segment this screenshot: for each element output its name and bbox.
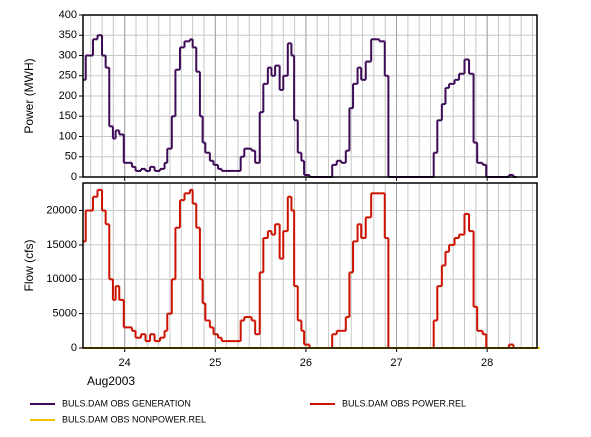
y-tick-label: 150 [59, 110, 77, 122]
y-tick-label: 300 [59, 49, 77, 61]
y-tick-label: 200 [59, 90, 77, 102]
y-axis-label: Flow (cfs) [22, 240, 36, 292]
x-tick-label: 25 [209, 357, 221, 369]
legend-label: BULS.DAM OBS GENERATION [62, 398, 191, 408]
x-tick-label: 27 [390, 357, 402, 369]
y-tick-label: 0 [71, 171, 77, 183]
legend-label: BULS.DAM OBS NONPOWER.REL [62, 414, 206, 424]
y-tick-label: 400 [59, 9, 77, 21]
y-tick-label: 50 [65, 151, 77, 163]
y-tick-label: 5000 [53, 308, 77, 320]
x-tick-label: 28 [481, 357, 493, 369]
y-tick-label: 350 [59, 29, 77, 41]
legend-label: BULS.DAM OBS POWER.REL [342, 398, 466, 408]
x-tick-label: 26 [300, 357, 312, 369]
y-tick-label: 0 [71, 342, 77, 354]
y-tick-label: 250 [59, 70, 77, 82]
y-tick-label: 15000 [46, 239, 77, 251]
y-tick-label: 10000 [46, 273, 77, 285]
y-axis-label: Power (MWH) [22, 58, 36, 133]
x-axis-label: Aug2003 [87, 374, 135, 388]
y-tick-label: 100 [59, 130, 77, 142]
plot-frame [82, 14, 538, 178]
y-tick-label: 20000 [46, 204, 77, 216]
plot-frame [82, 182, 538, 349]
x-tick-label: 24 [119, 357, 131, 369]
